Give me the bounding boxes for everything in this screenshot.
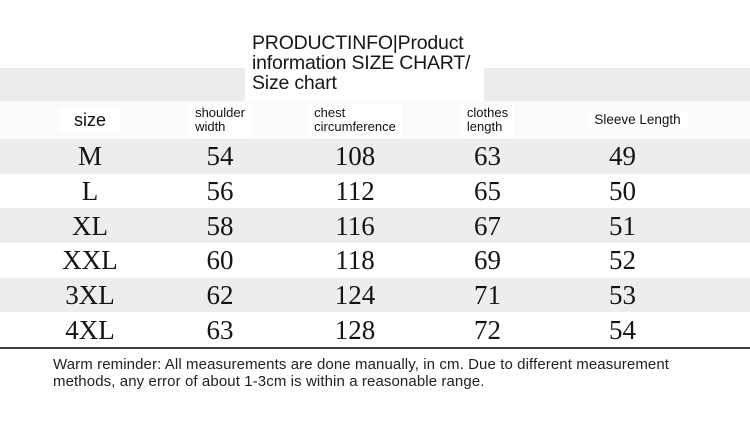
cell-sleeve-length: 51: [609, 210, 636, 241]
cell-chest-circumference: 112: [335, 175, 375, 206]
column-header-shoulder-width: shoulder width: [160, 103, 280, 137]
cell-size: XL: [72, 210, 108, 241]
column-header-clothes-length-line-1: clothes: [466, 104, 509, 120]
column-header-chest-circumference-line-1: chest: [314, 104, 346, 120]
cell-chest-circumference: 124: [334, 279, 376, 310]
table-row-l: L 56 112 65 50: [0, 174, 750, 209]
table-row-4xl: 4XL 63 128 72 54: [0, 312, 750, 347]
column-header-clothes-length-line-2: length: [466, 119, 503, 134]
cell-clothes-length: 69: [474, 245, 501, 276]
cell-clothes-length: 72: [474, 314, 501, 345]
cell-sleeve-length: 52: [609, 245, 636, 276]
cell-sleeve-length: 49: [609, 141, 636, 172]
column-header-sleeve-length: Sleeve Length: [545, 110, 750, 130]
cell-shoulder-width: 56: [206, 175, 234, 206]
cell-sleeve-length: 53: [609, 279, 636, 310]
page-title: PRODUCTINFO|Product information SIZE CHA…: [245, 27, 485, 102]
cell-shoulder-width: 62: [206, 279, 234, 310]
column-header-shoulder-width-line-1: shoulder: [195, 104, 245, 120]
cell-clothes-length: 71: [474, 279, 501, 310]
divider-line: [0, 347, 750, 349]
title-line-2: information SIZE CHART/: [252, 52, 471, 74]
table-header-row: size shoulder width chest circumference …: [0, 101, 750, 139]
cell-chest-circumference: 118: [335, 245, 375, 276]
cell-size: M: [77, 141, 102, 172]
column-header-shoulder-width-line-2: width: [195, 119, 226, 134]
cell-clothes-length: 63: [474, 141, 501, 172]
column-header-chest-circumference: chest circumference: [280, 103, 430, 137]
column-header-chest-circumference-line-2: circumference: [314, 119, 396, 134]
cell-clothes-length: 67: [474, 210, 501, 241]
cell-size: 4XL: [65, 314, 115, 345]
table-row-xxl: XXL 60 118 69 52: [0, 243, 750, 278]
cell-sleeve-length: 50: [609, 175, 636, 206]
cell-shoulder-width: 54: [206, 141, 234, 172]
table-row-xl: XL 58 116 67 51: [0, 208, 750, 243]
title-line-1: PRODUCTINFO|Product: [252, 32, 464, 54]
cell-shoulder-width: 60: [206, 245, 234, 276]
column-header-sleeve-length-label: Sleeve Length: [594, 111, 681, 127]
cell-sleeve-length: 54: [609, 314, 636, 345]
column-header-clothes-length: clothes length: [430, 103, 545, 137]
cell-clothes-length: 65: [474, 175, 501, 206]
column-header-size: size: [0, 107, 160, 133]
title-line-3: Size chart: [252, 72, 337, 94]
warm-reminder-note: Warm reminder: All measurements are done…: [53, 356, 669, 390]
table-row-m: M 54 108 63 49: [0, 139, 750, 174]
cell-size: 3XL: [65, 279, 115, 310]
table-body: M 54 108 63 49 L 56 112 65 50 XL 58 116 …: [0, 139, 750, 347]
cell-shoulder-width: 58: [206, 210, 234, 241]
cell-size: L: [81, 175, 99, 206]
cell-shoulder-width: 63: [206, 314, 234, 345]
cell-chest-circumference: 128: [334, 314, 376, 345]
table-row-3xl: 3XL 62 124 71 53: [0, 277, 750, 313]
cell-chest-circumference: 116: [335, 210, 375, 241]
warm-reminder-line-2: methods, any error of about 1-3cm is wit…: [53, 373, 485, 390]
cell-chest-circumference: 108: [334, 141, 376, 172]
warm-reminder-line-1: Warm reminder: All measurements are done…: [53, 356, 670, 373]
column-header-size-label: size: [73, 110, 106, 130]
cell-size: XXL: [62, 245, 118, 276]
